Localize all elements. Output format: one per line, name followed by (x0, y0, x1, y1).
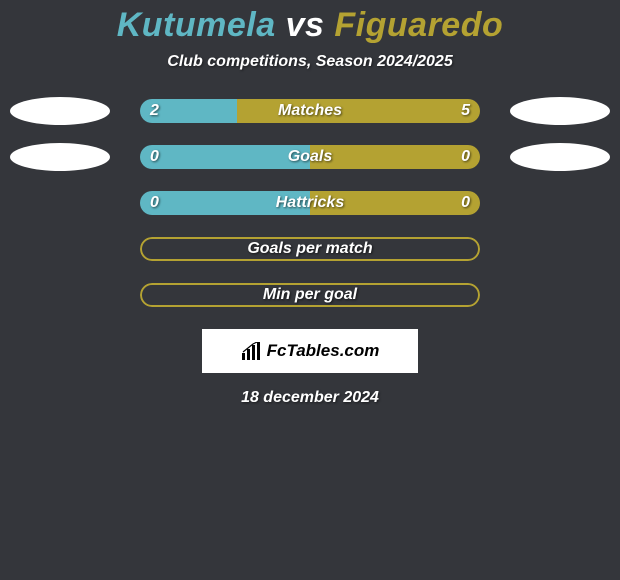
stat-value-right: 0 (461, 191, 470, 215)
stat-label: Hattricks (140, 191, 480, 215)
player2-name: Figuaredo (334, 6, 503, 44)
title-vs: vs (286, 6, 325, 44)
logo-box: FcTables.com (202, 329, 418, 373)
player1-marker (10, 97, 110, 125)
stat-value-right: 0 (461, 145, 470, 169)
logo: FcTables.com (241, 341, 380, 361)
player1-name: Kutumela (117, 6, 276, 44)
logo-text: FcTables.com (267, 341, 380, 361)
player2-marker (510, 97, 610, 125)
stat-row: Matches2 5 (0, 99, 620, 123)
player1-marker (10, 143, 110, 171)
stat-value-left: 2 (150, 99, 159, 123)
stat-label: Goals (140, 145, 480, 169)
stat-label: Min per goal (140, 283, 480, 307)
stat-value-left: 0 (150, 145, 159, 169)
bars-icon (241, 342, 263, 360)
comparison-title: Kutumela vs Figuaredo (0, 0, 620, 45)
stats-area: Matches25Goals00Hattricks00Goals per mat… (0, 99, 620, 307)
stat-label: Matches (140, 99, 480, 123)
date-line: 18 december 2024 (0, 389, 620, 407)
stat-row: Min per goal (0, 283, 620, 307)
player2-marker (510, 143, 610, 171)
stat-value-left: 0 (150, 191, 159, 215)
stat-row: Goals0 0 (0, 145, 620, 169)
stat-row: Goals per match (0, 237, 620, 261)
subtitle: Club competitions, Season 2024/2025 (0, 53, 620, 71)
stat-value-right: 5 (461, 99, 470, 123)
stat-label: Goals per match (140, 237, 480, 261)
stat-row: Hattricks0 0 (0, 191, 620, 215)
